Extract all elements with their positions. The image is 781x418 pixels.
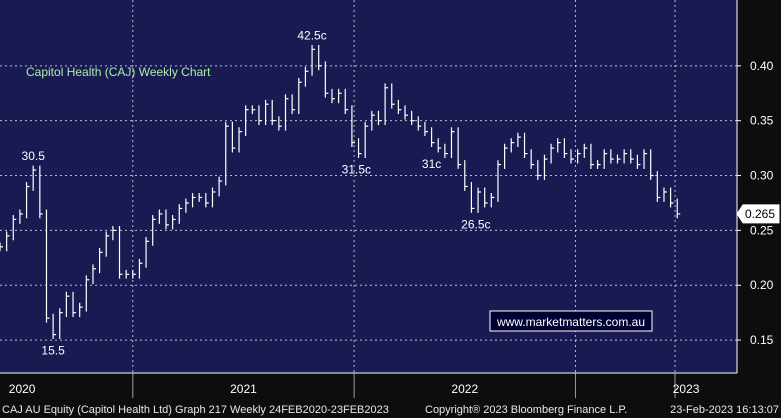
x-year-label: 2023 <box>673 382 700 396</box>
y-tick-label: 0.20 <box>750 278 774 292</box>
annotation-label: 15.5 <box>41 344 65 358</box>
y-tick-label: 0.30 <box>750 169 774 183</box>
footer-center: Copyright® 2023 Bloomberg Finance L.P. <box>425 404 627 416</box>
y-tick-label: 0.35 <box>750 114 774 128</box>
footer-left: CAJ AU Equity (Capitol Health Ltd) Graph… <box>2 404 389 416</box>
chart-title: Capitol Health (CAJ) Weekly Chart <box>26 65 211 79</box>
annotation-label: 26.5c <box>461 217 490 231</box>
last-price-box <box>736 204 780 224</box>
x-axis-year-labels: 2020 2021 2022 2023 <box>9 382 700 396</box>
y-axis-ticks: 0.15 0.20 0.25 0.30 0.35 0.40 <box>737 59 774 347</box>
x-year-label: 2021 <box>230 382 257 396</box>
last-price-label: 0.265 <box>745 207 775 221</box>
annotation-label: 42.5c <box>297 28 326 42</box>
footer-right: 23-Feb-2023 16:13:07 <box>670 404 779 416</box>
annotation-label: 30.5 <box>22 149 46 163</box>
annotations: 30.5 15.5 42.5c 31.5c 31c 26.5c <box>22 28 491 357</box>
y-tick-label: 0.25 <box>750 223 774 237</box>
x-year-label: 2022 <box>451 382 478 396</box>
y-tick-label: 0.40 <box>750 59 774 73</box>
last-price-marker: 0.265 <box>736 204 780 224</box>
watermark-box <box>489 310 653 332</box>
y-tick-label: 0.15 <box>750 333 774 347</box>
x-year-label: 2020 <box>9 382 36 396</box>
annotation-label: 31.5c <box>342 163 371 177</box>
watermark[interactable]: www.marketmatters.com.au <box>489 310 653 332</box>
annotation-label: 31c <box>422 157 441 171</box>
watermark-text[interactable]: www.marketmatters.com.au <box>496 315 645 329</box>
price-series <box>0 44 681 339</box>
